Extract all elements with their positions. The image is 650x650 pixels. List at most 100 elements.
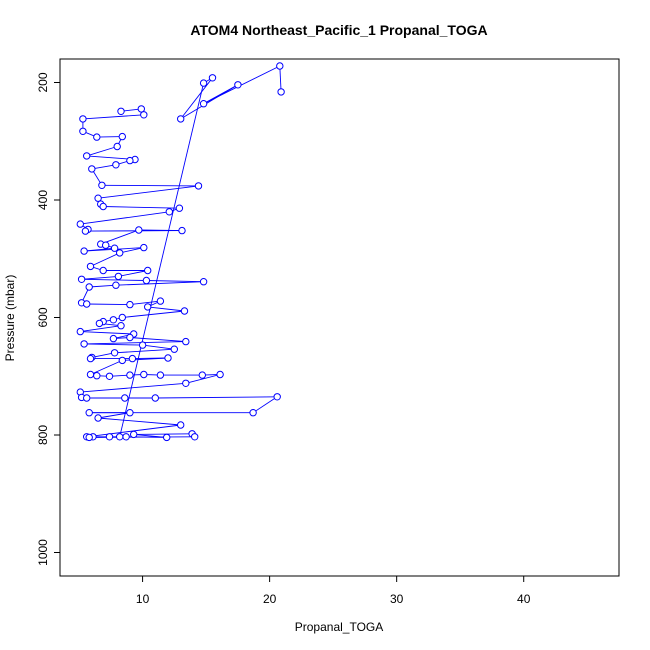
- data-point: [138, 341, 147, 349]
- series-line-segment: [146, 280, 204, 283]
- data-point: [198, 371, 207, 379]
- x-axis-label: Propanal_TOGA: [295, 620, 384, 634]
- series-line-segment: [115, 281, 204, 286]
- series-line-segment: [118, 270, 148, 277]
- series-line-segment: [119, 247, 144, 254]
- data-point: [118, 356, 127, 365]
- data-point: [126, 156, 134, 165]
- data-point: [80, 247, 88, 255]
- series-line-segment: [103, 206, 180, 209]
- series-line-segment: [90, 252, 120, 267]
- series-line-segment: [80, 211, 170, 225]
- data-point: [118, 313, 127, 322]
- data-point: [95, 319, 104, 328]
- data-point: [79, 127, 87, 136]
- y-tick-label: 400: [36, 190, 50, 210]
- data-point: [112, 281, 120, 289]
- data-point: [94, 194, 102, 202]
- data-point: [135, 226, 143, 234]
- data-point: [85, 409, 93, 417]
- y-tick-label: 800: [36, 425, 50, 445]
- series-line-segment: [138, 229, 183, 232]
- data-point: [142, 276, 151, 285]
- data-point: [88, 165, 96, 173]
- y-tick-label: 1000: [36, 539, 50, 566]
- data-point: [182, 337, 190, 346]
- series-line-segment: [147, 306, 185, 312]
- series-line-segment: [86, 146, 118, 157]
- chart-title: ATOM4 Northeast_Pacific_1 Propanal_TOGA: [190, 22, 487, 38]
- series-line-segment: [82, 114, 144, 120]
- data-point: [112, 161, 120, 169]
- data-point: [178, 226, 186, 235]
- data-point: [94, 414, 102, 422]
- series-line-segment: [279, 65, 282, 92]
- data-point: [273, 393, 281, 401]
- data-point: [122, 433, 130, 441]
- data-point: [85, 283, 93, 291]
- series-line-segment: [185, 374, 221, 384]
- data-point: [140, 243, 148, 252]
- data-point: [83, 394, 91, 402]
- series-line-segment: [100, 229, 139, 245]
- data-point: [208, 74, 217, 82]
- data-point: [85, 433, 93, 442]
- series-line-segment: [252, 396, 278, 414]
- data-point: [105, 372, 114, 380]
- data-point: [177, 421, 185, 429]
- data-point: [105, 433, 114, 441]
- data-point: [180, 307, 189, 315]
- data-point: [182, 379, 190, 387]
- data-point: [140, 111, 148, 119]
- x-tick-label: 10: [136, 592, 150, 606]
- series-line-segment: [80, 382, 186, 393]
- data-point: [77, 275, 86, 283]
- data-point: [93, 372, 101, 380]
- y-tick-label: 600: [36, 307, 50, 327]
- data-point: [109, 316, 118, 324]
- data-point: [126, 409, 134, 417]
- series-line-segment: [84, 343, 143, 346]
- data-point: [194, 182, 203, 190]
- series-line-segment: [91, 352, 115, 358]
- data-point: [110, 349, 119, 357]
- x-tick-label: 40: [517, 592, 531, 606]
- series-line-segment: [81, 278, 147, 281]
- data-point: [199, 79, 208, 87]
- y-tick-label: 200: [36, 72, 50, 92]
- series-line-segment: [203, 65, 280, 105]
- x-axis: 10 20 30 40: [136, 576, 531, 606]
- data-point: [128, 354, 137, 363]
- data-point: [99, 266, 107, 275]
- data-point: [144, 303, 152, 311]
- data-point: [126, 300, 134, 309]
- data-point: [102, 241, 110, 249]
- data-point: [140, 370, 148, 379]
- plot-area: [76, 62, 285, 442]
- data-point: [177, 115, 185, 123]
- data-point: [86, 354, 95, 363]
- series-line-segment: [180, 77, 213, 120]
- data-point: [83, 152, 91, 160]
- data-point: [191, 433, 199, 441]
- y-axis: 200 400 600 800 1000: [36, 72, 60, 566]
- data-point: [93, 133, 101, 141]
- series-line-segment: [96, 136, 123, 138]
- data-point: [83, 300, 91, 308]
- data-point: [121, 394, 129, 402]
- data-point: [114, 272, 123, 281]
- data-point: [199, 100, 208, 108]
- data-point: [130, 430, 138, 439]
- data-point: [164, 354, 172, 362]
- data-point: [156, 297, 165, 305]
- series-line-segment: [114, 348, 175, 354]
- data-point: [170, 345, 179, 353]
- data-point: [99, 202, 107, 211]
- data-point: [126, 333, 134, 342]
- data-point: [126, 371, 134, 379]
- series-line-segment: [81, 275, 119, 280]
- series-line-segment: [80, 331, 134, 335]
- series-line-segment: [91, 164, 116, 170]
- data-point: [86, 262, 95, 271]
